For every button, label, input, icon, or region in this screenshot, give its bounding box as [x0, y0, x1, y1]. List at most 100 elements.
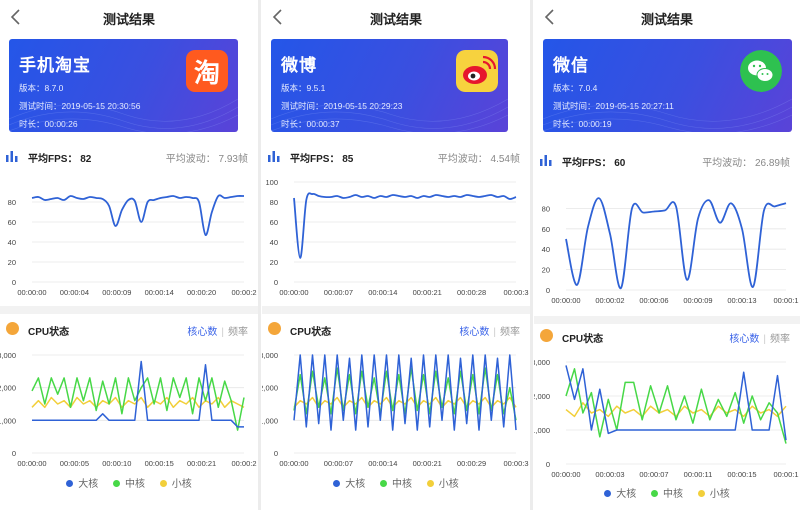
fps-average: 平均FPS： 60 — [562, 154, 625, 169]
x-tick-label: 00:00:05 — [60, 459, 89, 468]
y-tick-label: 0 — [12, 278, 16, 287]
app-name: 手机淘宝 — [19, 56, 91, 75]
app-version: 版本：9.5.1 — [281, 83, 326, 93]
fps-wave-label: 平均波动： — [165, 154, 216, 165]
y-tick-label: 3,000 — [534, 358, 550, 367]
fps-label: 平均FPS： — [562, 158, 612, 169]
fps-value: 60 — [614, 158, 626, 169]
fps-fluctuation: 平均波动： 26.89帧 — [702, 154, 790, 169]
app-duration: 时长：00:00:37 — [281, 119, 340, 129]
y-tick-label: 20 — [270, 258, 278, 267]
y-tick-label: 60 — [270, 218, 278, 227]
legend-label: 大核 — [78, 479, 99, 490]
app-test-time: 测试时间：2019-05-15 20:27:11 — [553, 101, 674, 111]
legend-label: 大核 — [345, 479, 366, 490]
x-tick-label: 00:00:21 — [413, 288, 442, 297]
fps-summary: 平均FPS： 85 平均波动： 4.54帧 — [268, 148, 520, 165]
x-tick-label: 00:00:09 — [102, 288, 131, 297]
weibo-icon — [456, 50, 498, 92]
y-tick-label: 3,000 — [262, 351, 278, 360]
legend-item-mid-core: 中核 — [651, 485, 683, 500]
x-tick-label: 00:00:00 — [17, 288, 46, 297]
y-tick-label: 2,000 — [262, 384, 278, 393]
y-tick-label: 0 — [546, 286, 550, 295]
tab-cores[interactable]: 核心数 — [729, 334, 760, 345]
y-tick-label: 80 — [8, 198, 16, 207]
x-tick-label: 00:00:2 — [231, 288, 256, 297]
app-version: 版本：7.0.4 — [553, 83, 598, 93]
fps-label: 平均FPS： — [28, 154, 78, 165]
fps-wave-value: 7.93帧 — [218, 154, 248, 165]
y-tick-label: 2,000 — [0, 384, 16, 393]
legend-item-big-core: 大核 — [604, 485, 636, 500]
legend-item-big-core: 大核 — [333, 475, 365, 490]
card-wave-decoration — [9, 98, 238, 132]
app-test-time: 测试时间：2019-05-15 20:30:56 — [19, 101, 141, 111]
y-tick-label: 40 — [542, 245, 550, 254]
tab-separator: | — [221, 327, 224, 338]
app-duration: 时长：00:00:19 — [553, 119, 612, 129]
y-tick-label: 1,000 — [534, 426, 550, 435]
back-arrow-icon[interactable] — [270, 9, 286, 25]
legend-item-small-core: 小核 — [426, 475, 459, 490]
back-arrow-icon[interactable] — [542, 9, 558, 25]
series-line-big-core — [32, 360, 244, 428]
header: 测试结果 — [534, 0, 800, 34]
y-tick-label: 2,000 — [534, 392, 550, 401]
page-title: 测试结果 — [640, 12, 693, 27]
series-line-small-core — [565, 402, 787, 418]
x-tick-label: 00:00:02 — [595, 296, 624, 305]
card-wave-decoration — [543, 98, 792, 132]
legend-item-mid-core: 中核 — [380, 475, 412, 490]
x-tick-label: 00:00:1 — [773, 296, 798, 305]
fps-fluctuation: 平均波动： 4.54帧 — [438, 150, 520, 165]
fps-fluctuation: 平均波动： 7.93帧 — [166, 150, 248, 165]
x-tick-label: 00:00:3 — [503, 288, 528, 297]
fps-wave-value: 4.54帧 — [490, 154, 520, 165]
x-tick-label: 00:00:00 — [551, 296, 580, 305]
tab-separator: | — [763, 334, 766, 345]
cpu-status-icon — [6, 322, 19, 335]
fps-summary: 平均FPS： 82 平均波动： 7.93帧 — [6, 148, 248, 165]
cpu-title: CPU状态 — [290, 327, 332, 338]
series-line-fps — [31, 194, 245, 236]
back-arrow-icon[interactable] — [8, 9, 24, 25]
legend-item-small-core: 小核 — [697, 485, 730, 500]
tab-frequency[interactable]: 频率 — [770, 334, 790, 345]
cpu-legend: 大核 中核 小核 — [0, 475, 258, 490]
x-tick-label: 00:00:03 — [595, 470, 624, 479]
y-tick-label: 0 — [12, 449, 16, 458]
series-line-fps — [293, 192, 517, 259]
fps-average: 平均FPS： 82 — [28, 150, 91, 165]
x-tick-label: 00:00:09 — [683, 296, 712, 305]
bar-chart-icon — [6, 151, 18, 162]
legend-dot — [604, 490, 612, 497]
x-tick-label: 00:00:00 — [17, 459, 46, 468]
app-name: 微博 — [281, 56, 317, 75]
legend-dot — [159, 480, 167, 487]
x-tick-label: 00:00:14 — [368, 459, 397, 468]
fps-wave-label: 平均波动： — [702, 158, 753, 169]
header: 测试结果 — [0, 0, 258, 34]
cpu-tabs: 核心数 | 频率 — [187, 323, 248, 338]
legend-label: 小核 — [171, 479, 192, 490]
y-tick-label: 80 — [542, 204, 550, 213]
tab-frequency[interactable]: 频率 — [500, 327, 520, 338]
tab-frequency[interactable]: 频率 — [228, 327, 248, 338]
y-tick-label: 100 — [265, 178, 278, 187]
tab-cores[interactable]: 核心数 — [459, 327, 490, 338]
y-tick-label: 3,000 — [0, 351, 16, 360]
x-tick-label: 00:00:21 — [187, 459, 216, 468]
cpu-line-chart: 0 1,000 2,000 3,000 00:00:00 00:00:03 00:00:07… — [534, 358, 799, 479]
series-line-mid-core — [293, 367, 517, 421]
x-tick-label: 00:00:00 — [279, 288, 308, 297]
cpu-title: CPU状态 — [28, 327, 70, 338]
tab-cores[interactable]: 核心数 — [187, 327, 218, 338]
cpu-header: CPU状态 核心数 | 频率 — [268, 321, 520, 338]
x-tick-label: 00:00:13 — [727, 296, 756, 305]
cpu-header: CPU状态 核心数 | 频率 — [540, 328, 790, 345]
x-tick-label: 00:00:11 — [684, 470, 713, 479]
page-title: 测试结果 — [369, 12, 422, 27]
cpu-legend: 大核 中核 小核 — [262, 475, 530, 490]
bar-chart-icon — [268, 151, 280, 162]
